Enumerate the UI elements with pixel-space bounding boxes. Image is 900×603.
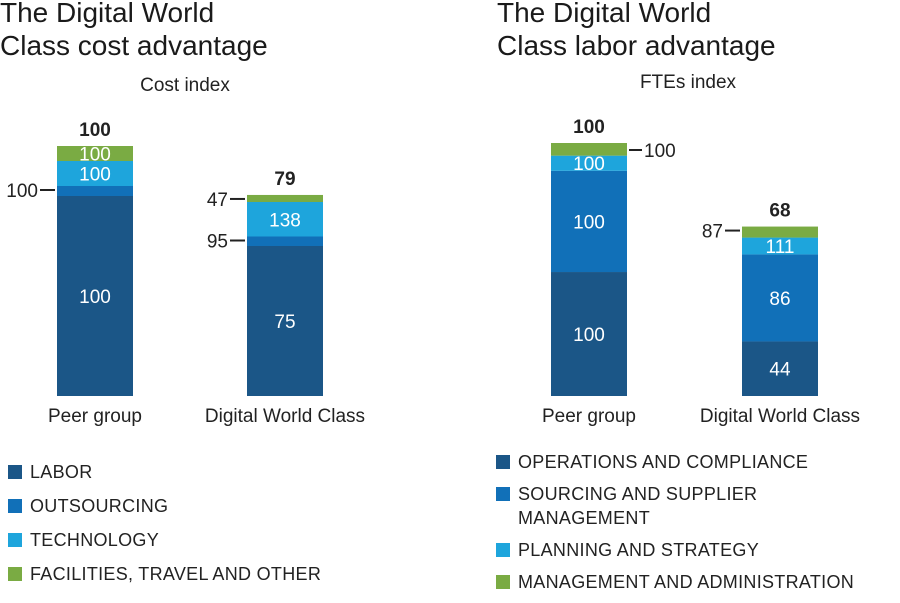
segment-label: 138 [269,210,301,231]
legend-swatch [496,543,510,557]
right-chart-title: The Digital World Class labor advantage [497,0,776,62]
legend-item: FACILITIES, TRAVEL AND OTHER [8,562,428,586]
bar-segment-technology [247,202,323,237]
segment-label: 100 [573,154,605,175]
legend-item: OUTSOURCING [8,494,428,518]
left-title-line-1: The Digital World [0,0,215,28]
segment-label: 100 [573,325,605,346]
legend-item: TECHNOLOGY [8,528,428,552]
legend-swatch [496,575,510,589]
bar-segment-labor [247,246,323,396]
right-y-label: FTEs index [639,72,737,93]
bar-total-label: 100 [79,120,111,141]
callout-label: 100 [644,141,676,162]
segment-label: 100 [573,212,605,233]
bar-segment-planning-and-strategy [551,155,627,171]
right-legend: OPERATIONS AND COMPLIANCE SOURCING AND SU… [496,450,900,602]
legend-label: OUTSOURCING [30,496,169,516]
legend-label: FACILITIES, TRAVEL AND OTHER [30,564,322,584]
legend-swatch [8,533,22,547]
right-title-line-1: The Digital World [497,0,712,28]
callout-label: 47 [207,190,228,211]
segment-label: 100 [79,165,111,186]
bar-segment-technology [57,161,133,186]
legend-swatch [8,465,22,479]
legend-label: SOURCING AND SUPPLIER MANAGEMENT [518,484,758,528]
bar-segment-outsourcing [57,186,133,196]
legend-label: PLANNING AND STRATEGY [518,540,760,560]
bar-segment-outsourcing [247,236,323,246]
legend-item: OPERATIONS AND COMPLIANCE [496,450,900,474]
legend-swatch [496,487,510,501]
legend-label: LABOR [30,462,93,482]
category-label: Digital World Class [700,406,860,427]
legend-item: PLANNING AND STRATEGY [496,538,900,562]
legend-item: SOURCING AND SUPPLIER MANAGEMENT [496,482,818,530]
bar-segment-operations-and-compliance [742,341,818,396]
bar-total-label: 68 [769,201,790,222]
callout-label: 95 [207,232,228,253]
bar-segment-facilities-travel-and-other [57,146,133,161]
legend-item: MANAGEMENT AND ADMINISTRATION [496,570,900,594]
segment-label: 44 [769,360,791,381]
left-y-label: Cost index [140,75,230,96]
bar-segment-sourcing-and-supplier-management [742,254,818,342]
bar-segment-sourcing-and-supplier-management [551,170,627,273]
legend-swatch [496,455,510,469]
left-title-line-2: Class cost advantage [0,30,268,61]
bar-total-label: 100 [573,117,605,138]
bar-segment-planning-and-strategy [742,237,818,255]
left-chart-title: The Digital World Class cost advantage [0,0,268,62]
segment-label: 100 [79,287,111,308]
category-label: Peer group [542,406,636,427]
right-title-line-2: Class labor advantage [497,30,776,61]
legend-label: OPERATIONS AND COMPLIANCE [518,452,809,472]
segment-label: 111 [766,237,795,258]
bar-segment-facilities-travel-and-other [247,194,323,202]
bar-segment-management-and-administration [742,226,818,238]
legend-item: LABOR [8,460,428,484]
segment-label: 100 [79,145,111,166]
legend-label: TECHNOLOGY [30,530,160,550]
category-label: Peer group [48,406,142,427]
callout-label: 87 [702,222,723,243]
bar-segment-management-and-administration [551,143,627,156]
left-legend: LABOR OUTSOURCING TECHNOLOGY FACILITIES, TR… [8,460,428,596]
category-label: Digital World Class [205,406,365,427]
legend-swatch [8,499,22,513]
segment-label: 86 [769,289,790,310]
segment-label: 75 [274,312,295,333]
bar-total-label: 79 [274,169,295,190]
legend-swatch [8,567,22,581]
bar-segment-labor [57,196,133,396]
bar-segment-operations-and-compliance [551,272,627,396]
callout-label: 100 [6,181,38,202]
legend-label: MANAGEMENT AND ADMINISTRATION [518,572,855,592]
